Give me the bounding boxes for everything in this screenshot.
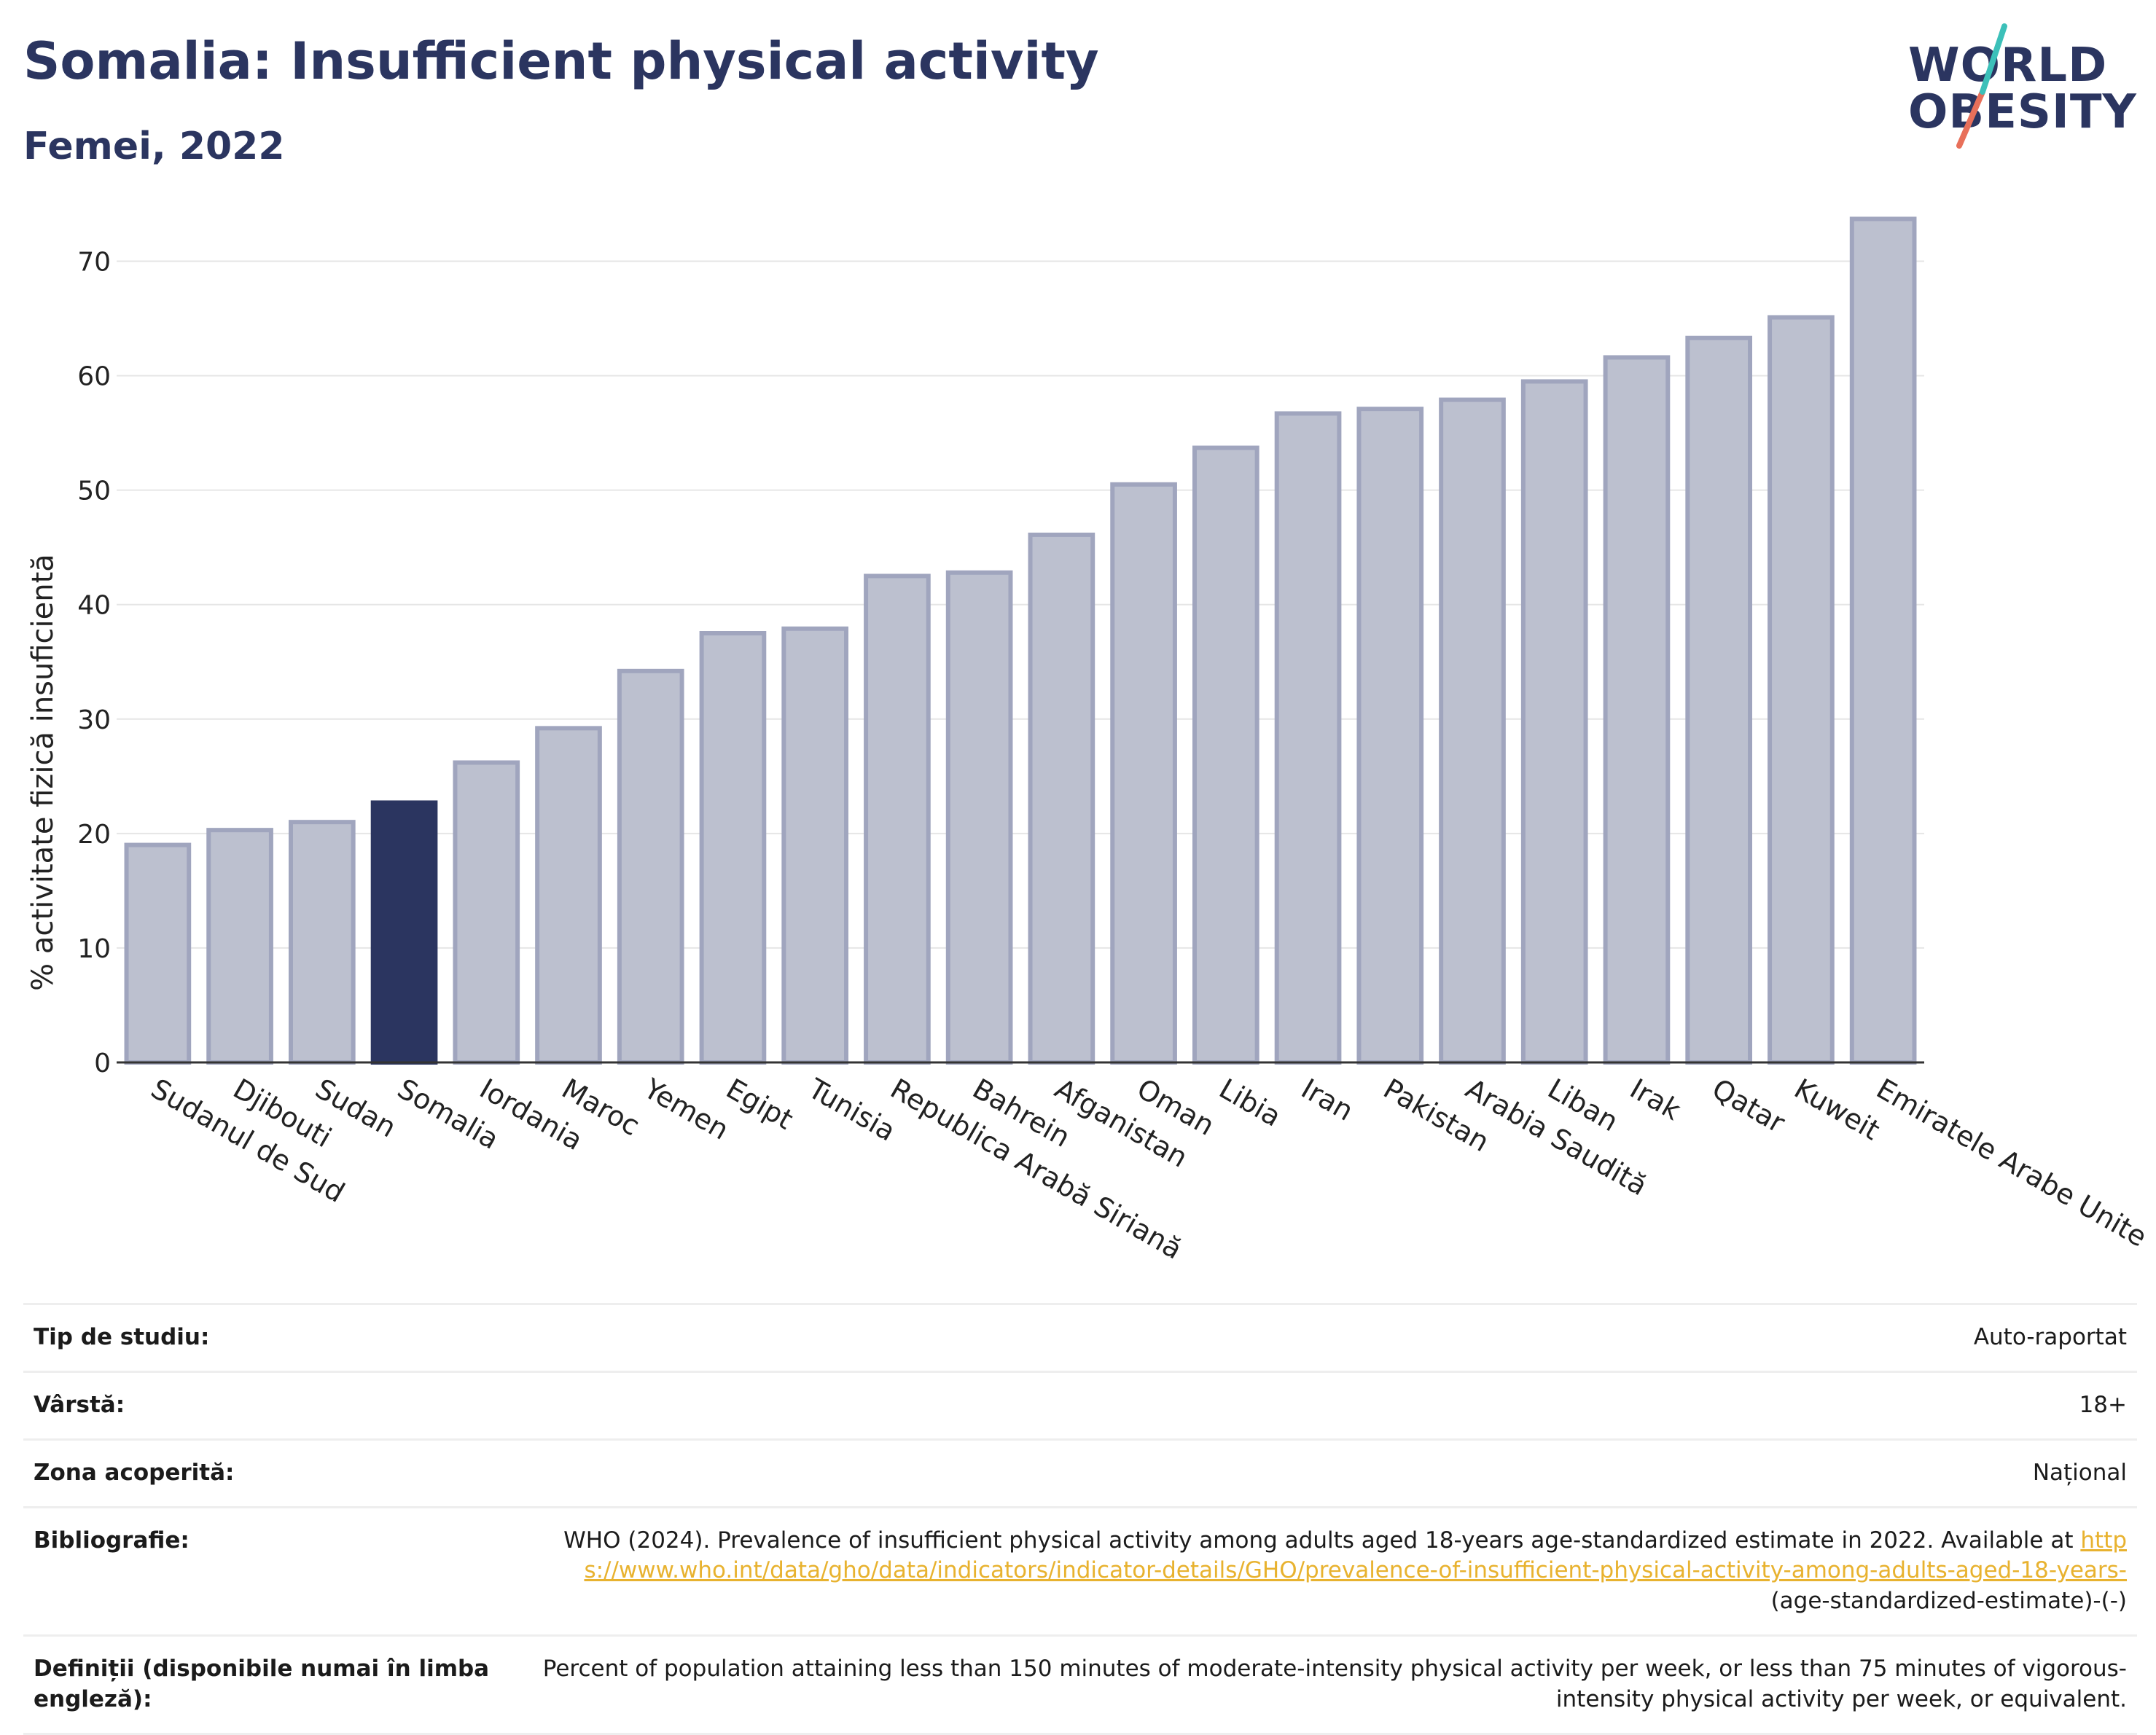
bar-pakistan[interactable] (1356, 407, 1424, 1065)
bar-maroc[interactable] (535, 726, 602, 1065)
bibliography-text: WHO (2024). Prevalence of insufficient p… (563, 1527, 2074, 1554)
x-tick-label: Libia (1214, 1073, 1286, 1133)
x-tick-label: Yemen (638, 1072, 734, 1146)
x-axis-ticks: Sudanul de SudDjiboutiSudanSomaliaIordan… (146, 1072, 2152, 1265)
bar-emiratele-arabe-unite[interactable] (1849, 216, 1917, 1065)
y-tick-label: 60 (77, 362, 111, 392)
y-tick-label: 30 (77, 705, 111, 735)
logo-slash-icon (1956, 23, 2007, 149)
bar-djibouti[interactable] (206, 828, 273, 1065)
bibliography-value: WHO (2024). Prevalence of insufficient p… (525, 1505, 2137, 1637)
y-axis-label: % activitate fizică insuficientă (26, 554, 60, 991)
y-tick-label: 40 (77, 591, 111, 621)
logo-line-obesity: OBESITY (1908, 85, 2137, 139)
bar-irak[interactable] (1603, 355, 1671, 1065)
bar-somalia[interactable] (370, 800, 438, 1065)
study-type-label: Tip de studiu: (23, 1303, 525, 1373)
x-tick-label: Egipt (721, 1073, 799, 1136)
bibliography-link[interactable]: https://www.who.int/data/gho/data/indica… (584, 1527, 2127, 1584)
bar-iran[interactable] (1274, 411, 1342, 1065)
x-tick-label: Tunisia (802, 1072, 901, 1148)
chart-subtitle: Femei, 2022 (23, 125, 285, 168)
x-tick-label: Emiratele Arabe Unite (1871, 1073, 2152, 1253)
coverage-value: Național (525, 1438, 2137, 1508)
chart-title: Somalia: Insufficient physical activity (23, 31, 1099, 91)
bibliography-label: Bibliografie: (23, 1505, 525, 1637)
bar-republica-arabă-siriană[interactable] (864, 573, 931, 1065)
info-row-bibliography: Bibliografie: WHO (2024). Prevalence of … (23, 1505, 2137, 1637)
bar-liban[interactable] (1520, 379, 1588, 1065)
bar-chart: 0 10 20 30 40 50 60 70 % activitate fizică insu… (26, 216, 2152, 1266)
bar-yemen[interactable] (617, 668, 684, 1065)
y-tick-label: 20 (77, 820, 111, 850)
bar-tunisia[interactable] (781, 626, 849, 1065)
definitions-label: Definiții (disponibile numai în limba en… (23, 1634, 525, 1735)
info-row-study-type: Tip de studiu: Auto-raportat (23, 1303, 2137, 1373)
info-row-age: Vârstă: 18+ (23, 1370, 2137, 1441)
x-tick-label: Irak (1625, 1073, 1686, 1127)
age-label: Vârstă: (23, 1370, 525, 1441)
bar-oman[interactable] (1110, 482, 1177, 1065)
bar-bahrein[interactable] (945, 570, 1013, 1065)
world-obesity-logo: WORLD OBESITY (1895, 22, 2143, 153)
bar-sudanul-de-sud[interactable] (124, 842, 192, 1065)
logo-line-world: WORLD (1908, 39, 2108, 93)
bar-qatar[interactable] (1685, 335, 1753, 1065)
x-tick-label: Iran (1296, 1073, 1359, 1127)
bars (124, 216, 1917, 1065)
y-axis-ticks: 0 10 20 30 40 50 60 70 (77, 248, 111, 1078)
info-row-definitions: Definiții (disponibile numai în limba en… (23, 1634, 2137, 1735)
info-row-coverage: Zona acoperită: Național (23, 1438, 2137, 1508)
bar-sudan[interactable] (288, 820, 356, 1065)
info-table: Tip de studiu: Auto-raportat Vârstă: 18+… (23, 1303, 2137, 1735)
coverage-label: Zona acoperită: (23, 1438, 525, 1508)
bar-egipt[interactable] (699, 631, 767, 1065)
definitions-value: Percent of population attaining less tha… (525, 1634, 2137, 1735)
age-value: 18+ (525, 1370, 2137, 1441)
y-tick-label: 50 (77, 477, 111, 506)
bar-iordania[interactable] (453, 760, 520, 1065)
bar-libia[interactable] (1192, 445, 1259, 1065)
bar-arabia-saudită[interactable] (1439, 397, 1506, 1065)
y-tick-label: 0 (94, 1049, 111, 1078)
y-tick-label: 70 (77, 248, 111, 278)
x-tick-label: Kuweit (1789, 1073, 1885, 1147)
study-type-value: Auto-raportat (525, 1303, 2137, 1373)
x-tick-label: Qatar (1707, 1073, 1791, 1140)
bibliography-suffix: (age-standardized-estimate)-(-) (1770, 1588, 2127, 1615)
bar-afganistan[interactable] (1028, 532, 1095, 1065)
bar-kuweit[interactable] (1768, 315, 1835, 1065)
y-tick-label: 10 (77, 934, 111, 964)
